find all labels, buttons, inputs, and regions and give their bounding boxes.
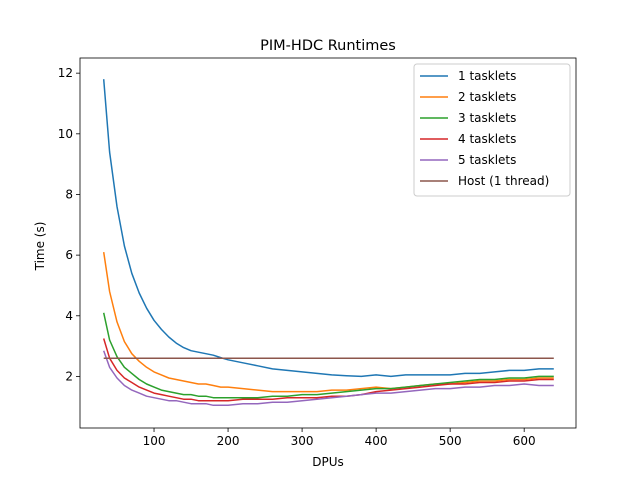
series-line-5 [102, 350, 554, 407]
legend-label-2: 2 tasklets [458, 90, 516, 104]
y-tick-label: 12 [58, 66, 73, 80]
x-axis-label: DPUs [312, 455, 344, 469]
legend-label-6: Host (1 thread) [458, 174, 549, 188]
series-line-3 [102, 312, 554, 399]
legend-label-1: 1 tasklets [458, 69, 516, 83]
y-tick-label: 4 [65, 309, 73, 323]
x-tick-label: 500 [439, 434, 462, 448]
legend-label-4: 4 tasklets [458, 132, 516, 146]
legend-box [413, 63, 571, 197]
x-tick-label: 400 [365, 434, 388, 448]
series-group [102, 79, 554, 407]
legend: 1 tasklets 2 tasklets 3 tasklets 4 tasklets… [413, 63, 571, 197]
series-line-2 [102, 251, 554, 393]
legend-label-3: 3 tasklets [458, 111, 516, 125]
x-tick-label: 200 [217, 434, 240, 448]
x-tick-label: 600 [513, 434, 536, 448]
plot-area: 100 200 300 400 500 600 2 4 6 8 10 12 [58, 57, 577, 448]
series-line-1 [102, 79, 554, 378]
x-tick-label: 300 [291, 434, 314, 448]
chart-title: PIM-HDC Runtimes [260, 38, 396, 54]
y-tick-label: 8 [65, 187, 73, 201]
x-tick-label: 100 [143, 434, 166, 448]
y-axis-label: Time (s) [33, 222, 47, 272]
legend-label-5: 5 tasklets [458, 153, 516, 167]
series-line-4 [102, 338, 554, 402]
y-tick-label: 10 [58, 127, 73, 141]
axes-frame [79, 57, 577, 429]
y-tick-label: 2 [65, 369, 73, 383]
y-tick-label: 6 [65, 248, 73, 262]
